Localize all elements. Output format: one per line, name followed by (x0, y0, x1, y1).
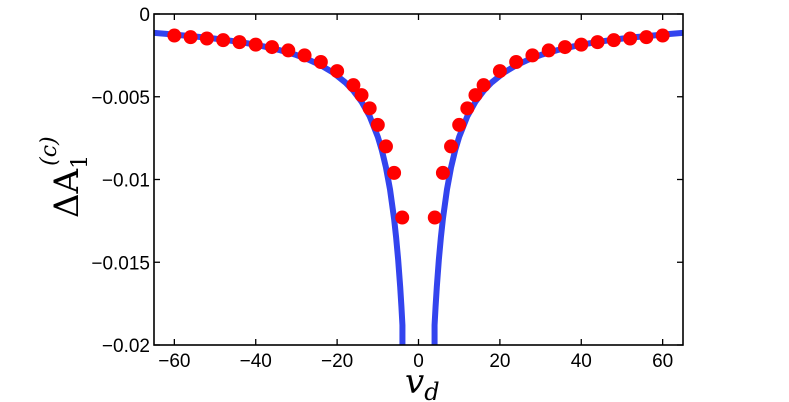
tick-layer: −60 −40 −20 0 20 40 60 0 −0.005 −0.01 −0.015 −0.02 (91, 5, 683, 372)
data-point (590, 35, 605, 50)
x-tick-label: 0 (413, 351, 424, 372)
data-point (460, 101, 475, 116)
data-point (378, 139, 393, 154)
y-axis-label: ΔA1 (c) (37, 136, 93, 218)
data-point (297, 48, 312, 63)
data-point (606, 33, 621, 48)
data-point (370, 117, 385, 132)
data-point (525, 48, 540, 63)
data-point (354, 88, 369, 103)
data-point (435, 165, 450, 180)
data-point (574, 37, 589, 52)
y-axis-label-sup: (c) (37, 136, 62, 166)
x-axis-label-sub: d (424, 378, 439, 402)
y-axis-label-sub: 1 (68, 155, 93, 169)
data-point (330, 64, 345, 79)
data-point (468, 88, 483, 103)
data-point (281, 43, 296, 58)
data-point (183, 30, 198, 45)
x-tick-label: −20 (321, 351, 353, 372)
data-point (313, 54, 328, 69)
data-point (199, 31, 214, 46)
plot-background (154, 14, 683, 345)
data-point (265, 40, 280, 55)
x-axis-label: vd (405, 362, 440, 402)
data-point (476, 78, 491, 93)
data-point (248, 37, 263, 52)
data-point (427, 210, 442, 225)
data-point (655, 28, 670, 43)
x-tick-label: −40 (240, 351, 272, 372)
data-point (452, 117, 467, 132)
x-tick-label: 20 (489, 351, 510, 372)
data-point (167, 28, 182, 43)
data-point (395, 210, 410, 225)
plot-frame (153, 13, 684, 346)
data-point (492, 64, 507, 79)
data-point (216, 33, 231, 48)
data-point (444, 139, 459, 154)
y-tick-label: 0 (139, 5, 150, 26)
y-tick-label: −0.015 (91, 253, 150, 274)
y-tick-label: −0.02 (102, 336, 150, 357)
data-point (362, 101, 377, 116)
data-point (541, 43, 556, 58)
y-tick-label: −0.005 (91, 88, 150, 109)
data-layer (154, 28, 683, 345)
x-axis-label-base: v (405, 362, 424, 402)
data-point (232, 35, 247, 50)
x-tick-label: −60 (158, 351, 190, 372)
x-tick-label: 60 (652, 351, 673, 372)
data-point (346, 78, 361, 93)
data-point (639, 30, 654, 45)
data-point (557, 40, 572, 55)
y-tick-label: −0.01 (102, 171, 150, 192)
data-point (509, 54, 524, 69)
x-tick-label: 40 (571, 351, 592, 372)
y-axis-label-base: ΔA (47, 168, 87, 218)
data-point (387, 165, 402, 180)
data-point (623, 31, 638, 46)
